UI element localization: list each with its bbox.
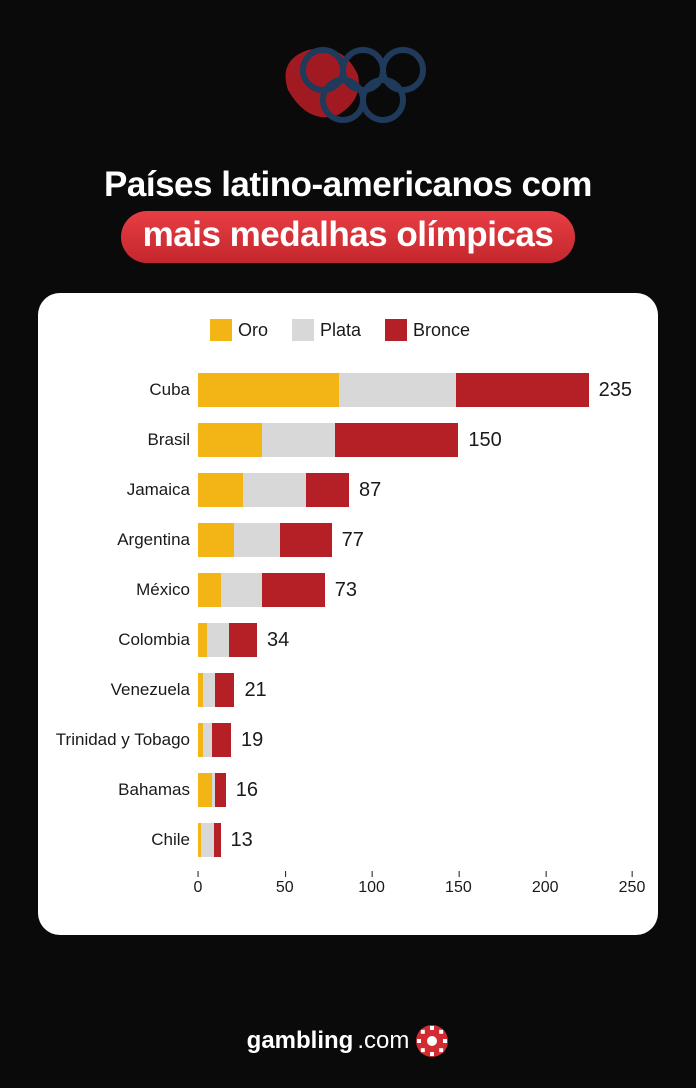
chart-legend: Oro Plata Bronce xyxy=(48,319,632,341)
x-axis: 050100150200250 xyxy=(198,871,632,901)
legend-item: Plata xyxy=(292,319,361,341)
chart-row: Cuba 235 xyxy=(48,365,632,415)
x-axis-tick: 50 xyxy=(276,879,294,897)
bar-segment-silver xyxy=(262,423,335,457)
bar-segment-gold xyxy=(198,773,212,807)
bar-segment-silver xyxy=(339,373,455,407)
bar-total-label: 16 xyxy=(236,779,258,802)
y-axis-label: Brasil xyxy=(48,430,198,450)
bar-segment-silver xyxy=(203,673,215,707)
bar-segment-bronze xyxy=(214,823,221,857)
y-axis-label: Trinidad y Tobago xyxy=(48,730,198,750)
legend-item: Oro xyxy=(210,319,268,341)
y-axis-label: Cuba xyxy=(48,380,198,400)
bar-track: 34 xyxy=(198,623,632,657)
footer-brand-suffix: .com xyxy=(357,1027,409,1055)
x-axis-tick: 250 xyxy=(619,879,646,897)
bar-segment-silver xyxy=(207,623,230,657)
y-axis-label: Bahamas xyxy=(48,780,198,800)
bar-total-label: 87 xyxy=(359,479,381,502)
poker-chip-icon xyxy=(415,1024,449,1058)
legend-item: Bronce xyxy=(385,319,470,341)
bar-total-label: 34 xyxy=(267,629,289,652)
bar-segment-bronze xyxy=(212,723,231,757)
bar-total-label: 13 xyxy=(231,829,253,852)
olympic-rings-icon xyxy=(263,30,433,150)
legend-label: Oro xyxy=(238,320,268,341)
bar-segment-bronze xyxy=(215,773,225,807)
x-axis-tick: 100 xyxy=(358,879,385,897)
bar-segment-bronze xyxy=(215,673,234,707)
bar-segment-gold xyxy=(198,423,262,457)
legend-label: Bronce xyxy=(413,320,470,341)
bar-track: 235 xyxy=(198,373,632,407)
bar-track: 150 xyxy=(198,423,632,457)
x-axis-tick: 150 xyxy=(445,879,472,897)
bar-total-label: 77 xyxy=(342,529,364,552)
chart-row: Colombia 34 xyxy=(48,615,632,665)
legend-swatch xyxy=(210,319,232,341)
title-line-2: mais medalhas olímpicas xyxy=(143,215,554,254)
x-axis-tick: 200 xyxy=(532,879,559,897)
bar-track: 13 xyxy=(198,823,632,857)
bar-total-label: 21 xyxy=(244,679,266,702)
chart-card: Oro Plata Bronce Cuba 235 Brasil 150 Jamaica 87… xyxy=(38,293,658,935)
legend-label: Plata xyxy=(320,320,361,341)
bar-segment-silver xyxy=(203,723,212,757)
bar-segment-gold xyxy=(198,373,339,407)
chart-row: Jamaica 87 xyxy=(48,465,632,515)
bar-track: 19 xyxy=(198,723,632,757)
bar-segment-bronze xyxy=(456,373,589,407)
y-axis-label: Argentina xyxy=(48,530,198,550)
y-axis-label: Jamaica xyxy=(48,480,198,500)
bar-track: 21 xyxy=(198,673,632,707)
bar-segment-silver xyxy=(234,523,279,557)
bar-segment-silver xyxy=(243,473,305,507)
bar-track: 87 xyxy=(198,473,632,507)
bar-total-label: 235 xyxy=(599,379,632,402)
chart-row: Chile 13 xyxy=(48,815,632,865)
bar-total-label: 19 xyxy=(241,729,263,752)
x-axis-tick: 0 xyxy=(194,879,203,897)
page-title: Países latino-americanos com mais medalh… xyxy=(0,165,696,263)
bar-segment-gold xyxy=(198,473,243,507)
bar-segment-gold xyxy=(198,573,221,607)
y-axis-label: México xyxy=(48,580,198,600)
legend-swatch xyxy=(292,319,314,341)
bar-total-label: 150 xyxy=(468,429,501,452)
bar-segment-bronze xyxy=(262,573,324,607)
bar-segment-bronze xyxy=(229,623,257,657)
chart-row: Brasil 150 xyxy=(48,415,632,465)
bar-track: 73 xyxy=(198,573,632,607)
bar-segment-gold xyxy=(198,623,207,657)
footer-brand: gambling.com xyxy=(0,1024,696,1058)
bar-segment-silver xyxy=(221,573,263,607)
chart-plot-area: Cuba 235 Brasil 150 Jamaica 87 Argentina 77 Méxi… xyxy=(48,365,632,901)
chart-row: México 73 xyxy=(48,565,632,615)
chart-row: Argentina 77 xyxy=(48,515,632,565)
chart-row: Trinidad y Tobago 19 xyxy=(48,715,632,765)
title-line-1: Países latino-americanos com xyxy=(40,165,656,205)
bar-segment-bronze xyxy=(335,423,458,457)
bar-total-label: 73 xyxy=(335,579,357,602)
footer-brand-name: gambling xyxy=(247,1027,354,1055)
legend-swatch xyxy=(385,319,407,341)
y-axis-label: Colombia xyxy=(48,630,198,650)
y-axis-label: Chile xyxy=(48,830,198,850)
bar-segment-gold xyxy=(198,523,234,557)
chart-row: Bahamas 16 xyxy=(48,765,632,815)
bar-track: 77 xyxy=(198,523,632,557)
y-axis-label: Venezuela xyxy=(48,680,198,700)
bar-segment-bronze xyxy=(280,523,332,557)
bar-segment-bronze xyxy=(306,473,349,507)
bar-segment-silver xyxy=(201,823,213,857)
bar-track: 16 xyxy=(198,773,632,807)
header-logo xyxy=(0,0,696,165)
chart-row: Venezuela 21 xyxy=(48,665,632,715)
title-line-2-pill: mais medalhas olímpicas xyxy=(121,211,576,263)
